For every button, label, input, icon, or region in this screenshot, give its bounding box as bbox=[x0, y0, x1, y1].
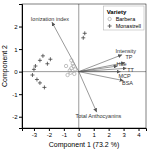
x-axis: -3 -2 -1 0 1 2 3 4 bbox=[23, 128, 147, 138]
tick-mark bbox=[109, 128, 110, 131]
y-tick: -1 bbox=[12, 92, 22, 98]
y-tick: 1 bbox=[14, 47, 22, 53]
tick-label: 0 bbox=[78, 132, 82, 138]
point bbox=[38, 81, 42, 85]
plot-area bbox=[22, 4, 146, 128]
point bbox=[83, 31, 87, 35]
loading-arrow bbox=[79, 72, 97, 113]
tick-mark bbox=[49, 128, 50, 131]
chart: -3 -2 -1 0 1 2 3 4 -2 -1 0 1 2 Component 1 (73.2 %) Co… bbox=[0, 0, 150, 150]
x-tick: -2 bbox=[47, 128, 53, 138]
tick-label: 2 bbox=[107, 132, 111, 138]
tick-mark bbox=[19, 94, 22, 95]
point bbox=[70, 59, 73, 62]
legend-entry: Monastrell bbox=[116, 23, 141, 29]
legend-entry: Barbera bbox=[116, 16, 137, 22]
tick-mark bbox=[19, 27, 22, 28]
point bbox=[45, 62, 49, 66]
series bbox=[30, 31, 86, 89]
arrow-labels: Intensity HueTP MCPBSA TT Total Anthocyanins… bbox=[31, 16, 136, 119]
x-tick: 3 bbox=[122, 128, 126, 138]
tick-label: 0 bbox=[14, 69, 18, 75]
tick-label: 2 bbox=[14, 24, 18, 30]
point bbox=[32, 67, 36, 71]
point bbox=[48, 57, 52, 61]
series bbox=[64, 59, 76, 77]
tick-label: 1 bbox=[14, 47, 18, 53]
zero-line bbox=[78, 4, 79, 128]
tick-label: -3 bbox=[32, 132, 38, 138]
point bbox=[73, 72, 76, 75]
y-axis-title: Component 2 bbox=[1, 45, 9, 87]
tick-label: -2 bbox=[12, 114, 18, 120]
tick-mark bbox=[94, 128, 95, 131]
point bbox=[35, 78, 39, 82]
x-tick: -1 bbox=[62, 128, 68, 138]
arrow-label: Total Anthocyanins bbox=[75, 113, 121, 119]
point bbox=[69, 71, 72, 74]
point bbox=[38, 58, 42, 62]
loading-arrow bbox=[79, 72, 124, 81]
x-tick: 1 bbox=[93, 128, 97, 138]
arrow-label: Hue bbox=[117, 61, 127, 67]
tick-label: 3 bbox=[122, 132, 126, 138]
point bbox=[72, 64, 75, 67]
x-tick: 2 bbox=[107, 128, 111, 138]
legend-marker bbox=[108, 24, 112, 28]
tick-label: -1 bbox=[12, 92, 18, 98]
tick-mark bbox=[34, 128, 35, 131]
arrow-label: Ionization index bbox=[31, 16, 69, 22]
y-tick: 0 bbox=[14, 69, 22, 75]
axis-line bbox=[23, 129, 147, 132]
tick-mark bbox=[79, 128, 80, 131]
tick-label: 4 bbox=[137, 132, 141, 138]
loading-arrow bbox=[52, 22, 79, 72]
arrow-label: BSA bbox=[122, 80, 133, 86]
tick-mark bbox=[19, 72, 22, 73]
tick-mark bbox=[64, 128, 65, 131]
point bbox=[68, 69, 71, 72]
point bbox=[64, 64, 67, 67]
loading-arrow bbox=[79, 68, 127, 71]
point bbox=[30, 73, 34, 77]
tick-label: 1 bbox=[93, 132, 97, 138]
y-tick: 2 bbox=[14, 24, 22, 30]
tick-mark bbox=[124, 128, 125, 131]
tick-mark bbox=[19, 117, 22, 118]
plot-frame bbox=[22, 4, 146, 128]
point bbox=[81, 36, 85, 40]
arrow-label: TP bbox=[125, 54, 132, 60]
arrow-label: MCP bbox=[118, 73, 131, 79]
tick-label: -2 bbox=[47, 132, 53, 138]
point bbox=[71, 62, 74, 65]
tick-mark bbox=[19, 49, 22, 50]
tick-mark bbox=[139, 128, 140, 131]
y-tick: -2 bbox=[12, 114, 22, 120]
legend: VarietyBarberaMonastrell bbox=[104, 6, 144, 30]
y-axis: -2 -1 0 1 2 bbox=[12, 5, 22, 129]
legend-box bbox=[104, 6, 144, 30]
axis-line bbox=[19, 5, 23, 129]
tick-label: -1 bbox=[62, 132, 68, 138]
arrow-label: TT bbox=[127, 67, 134, 73]
point bbox=[66, 73, 69, 76]
arrow-label: Intensity bbox=[116, 48, 137, 54]
point bbox=[73, 68, 76, 71]
legend-title: Variety bbox=[107, 9, 127, 15]
x-tick: 4 bbox=[137, 128, 141, 138]
x-axis-title: Component 1 (73.2 %) bbox=[49, 141, 119, 149]
x-tick: -3 bbox=[32, 128, 38, 138]
point bbox=[41, 54, 45, 58]
legend-marker bbox=[108, 17, 111, 20]
point bbox=[42, 85, 46, 89]
x-tick: 0 bbox=[78, 128, 82, 138]
